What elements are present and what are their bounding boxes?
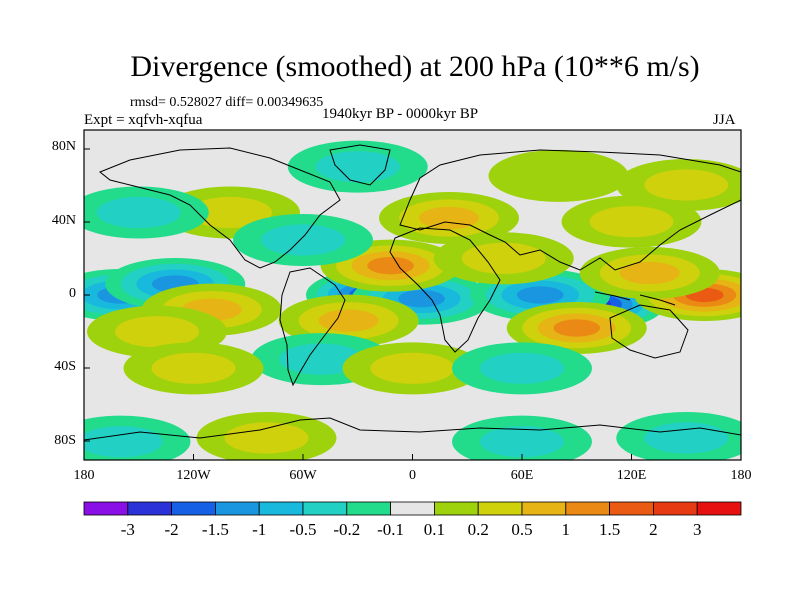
colorbar-box bbox=[127, 501, 173, 516]
colorbar-box bbox=[696, 501, 742, 516]
field-contour bbox=[315, 151, 400, 183]
colorbar-label: 1 bbox=[561, 520, 571, 539]
lon-label: 0 bbox=[409, 468, 416, 483]
colorbar-box bbox=[346, 501, 391, 516]
field-contour bbox=[115, 316, 199, 348]
colorbar-label: 1.5 bbox=[598, 520, 621, 539]
colorbar-label: 2 bbox=[649, 520, 658, 539]
field-contour bbox=[367, 257, 414, 275]
coastline-north-america bbox=[99, 147, 341, 269]
field-contour bbox=[644, 422, 729, 454]
field-contour bbox=[84, 426, 163, 458]
coastline-greenland bbox=[329, 144, 391, 186]
field-contour bbox=[398, 290, 445, 308]
field-contour bbox=[419, 206, 479, 230]
field-contour bbox=[461, 242, 546, 274]
lon-label: 60W bbox=[289, 468, 317, 483]
lon-label: 120E bbox=[616, 468, 647, 483]
lon-label: 120W bbox=[176, 468, 211, 483]
colorbar-box bbox=[433, 501, 479, 516]
field-contour bbox=[516, 286, 564, 304]
colorbar-label: -1 bbox=[252, 520, 267, 539]
colorbar-box bbox=[609, 501, 654, 516]
plot-title: Divergence (smoothed) at 200 hPa (10**6 … bbox=[130, 50, 700, 83]
colorbar-box bbox=[302, 501, 348, 516]
field-contour bbox=[553, 319, 601, 337]
colorbar-label: -1.5 bbox=[201, 520, 229, 539]
lon-label: 180 bbox=[73, 468, 95, 483]
divergence-field bbox=[84, 140, 741, 460]
lon-label: 60E bbox=[510, 468, 534, 483]
colorbar-label: -0.5 bbox=[289, 520, 317, 539]
coastline-australia bbox=[609, 304, 689, 359]
colorbar-label: 0.5 bbox=[511, 520, 533, 539]
field-contour bbox=[480, 352, 564, 384]
colorbar-box bbox=[477, 501, 523, 516]
coastline-eurasia bbox=[399, 149, 741, 271]
lat-label: 80N bbox=[51, 139, 76, 155]
colorbar-box bbox=[521, 501, 567, 516]
field-contour bbox=[261, 224, 345, 256]
stats-text: rmsd= 0.528027 diff= 0.00349635 bbox=[130, 95, 324, 110]
coastline-africa bbox=[389, 227, 501, 353]
field-contour bbox=[151, 352, 236, 384]
field-contour bbox=[370, 352, 455, 384]
colorbar-box bbox=[83, 501, 129, 516]
lat-label: 40S bbox=[54, 359, 76, 375]
field-contour bbox=[644, 169, 729, 201]
lat-label: 0 bbox=[69, 286, 76, 301]
season-label: JJA bbox=[713, 112, 736, 128]
experiment-label: Expt = xqfvh-xqfua bbox=[84, 112, 203, 128]
colorbar-label: 0.1 bbox=[423, 520, 446, 539]
colorbar-label: 0.2 bbox=[467, 520, 489, 539]
coastlines bbox=[84, 144, 741, 441]
field-contour bbox=[224, 422, 309, 454]
colorbar-box bbox=[214, 501, 260, 516]
period-label: 1940kyr BP - 0000kyr BP bbox=[322, 106, 479, 122]
field-contour bbox=[279, 343, 364, 375]
field-contour bbox=[318, 309, 379, 332]
field-contour bbox=[589, 206, 674, 238]
field-contour bbox=[188, 196, 272, 229]
field-contour bbox=[488, 149, 629, 202]
colorbar-box bbox=[565, 501, 610, 516]
colorbar-label: -2 bbox=[164, 520, 179, 539]
coastline-indonesia bbox=[594, 291, 676, 306]
colorbar-label: -0.1 bbox=[377, 520, 405, 539]
field-contour bbox=[480, 426, 564, 458]
field-contour bbox=[619, 261, 680, 285]
lon-label: 180 bbox=[730, 468, 752, 483]
lat-label: 40N bbox=[51, 212, 76, 228]
colorbar-box bbox=[258, 501, 304, 516]
lat-label: 80S bbox=[54, 432, 76, 448]
map-ticks bbox=[83, 148, 742, 460]
coastline-antarctica bbox=[84, 417, 741, 441]
colorbar-box bbox=[390, 501, 435, 516]
coastline-south-america bbox=[279, 267, 346, 387]
colorbar bbox=[83, 501, 742, 516]
colorbar-box bbox=[653, 501, 698, 516]
colorbar-box bbox=[171, 501, 216, 516]
colorbar-label: -3 bbox=[120, 520, 135, 539]
colorbar-label: 3 bbox=[692, 520, 702, 539]
colorbar-label: -0.2 bbox=[333, 520, 361, 539]
field-contour bbox=[96, 196, 181, 229]
